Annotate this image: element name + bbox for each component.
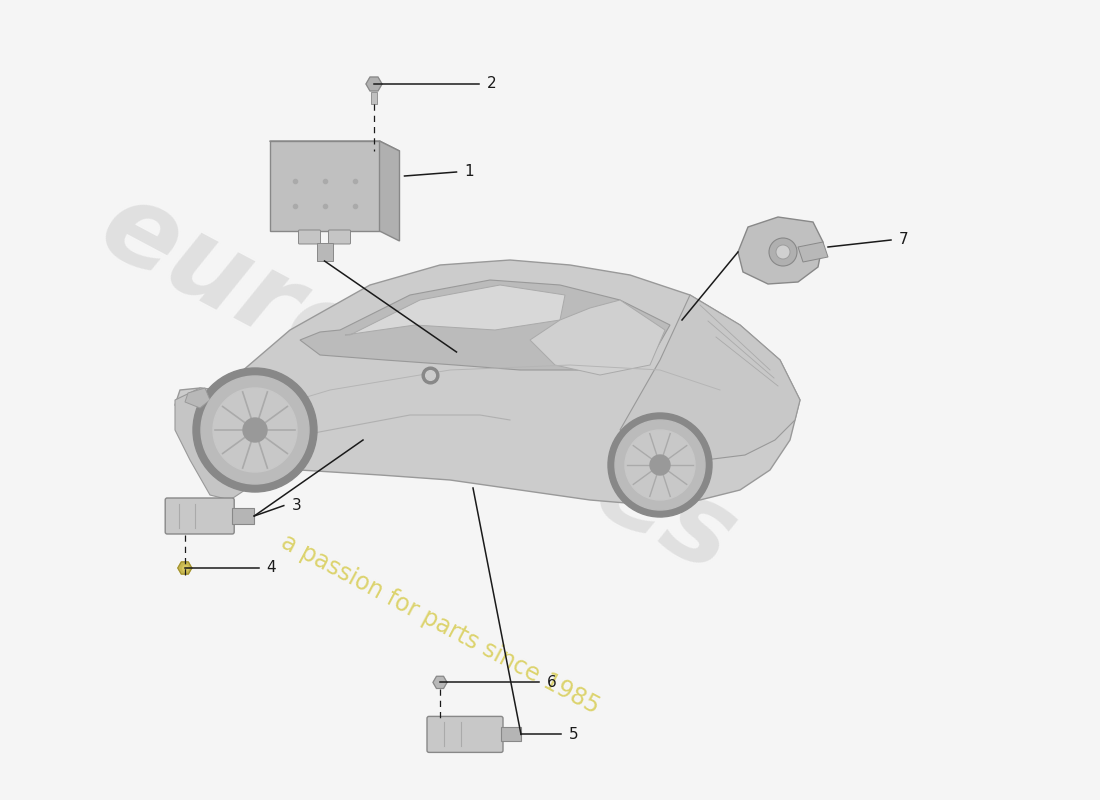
Polygon shape [178,562,191,574]
Polygon shape [175,388,245,500]
Text: 7: 7 [899,233,909,247]
Circle shape [650,455,670,475]
FancyBboxPatch shape [329,230,351,244]
Circle shape [776,245,790,259]
Circle shape [608,413,712,517]
Circle shape [615,420,705,510]
FancyBboxPatch shape [427,717,503,752]
Bar [232,508,254,524]
Text: 3: 3 [292,498,301,513]
Polygon shape [798,242,828,262]
Text: 2: 2 [486,77,496,91]
Circle shape [213,388,297,472]
Polygon shape [738,217,823,284]
Circle shape [769,238,798,266]
Bar [371,92,377,104]
Text: 1: 1 [464,165,474,179]
Polygon shape [366,77,382,91]
Polygon shape [620,295,800,460]
Circle shape [201,376,309,484]
Polygon shape [300,280,670,370]
Text: a passion for parts since 1985: a passion for parts since 1985 [277,530,603,718]
Polygon shape [185,388,210,408]
Circle shape [243,418,267,442]
Text: 4: 4 [266,561,276,575]
Polygon shape [270,141,380,231]
FancyBboxPatch shape [165,498,234,534]
Polygon shape [345,285,565,335]
Polygon shape [175,260,800,505]
Circle shape [192,368,317,492]
Bar [317,243,332,261]
Circle shape [625,430,695,500]
Text: 5: 5 [569,727,579,742]
Text: eurospares: eurospares [82,172,754,596]
Polygon shape [379,141,399,241]
Polygon shape [433,676,447,689]
Bar [500,727,521,742]
Polygon shape [530,300,666,375]
Text: 6: 6 [547,675,557,690]
FancyBboxPatch shape [298,230,320,244]
Polygon shape [270,141,399,151]
